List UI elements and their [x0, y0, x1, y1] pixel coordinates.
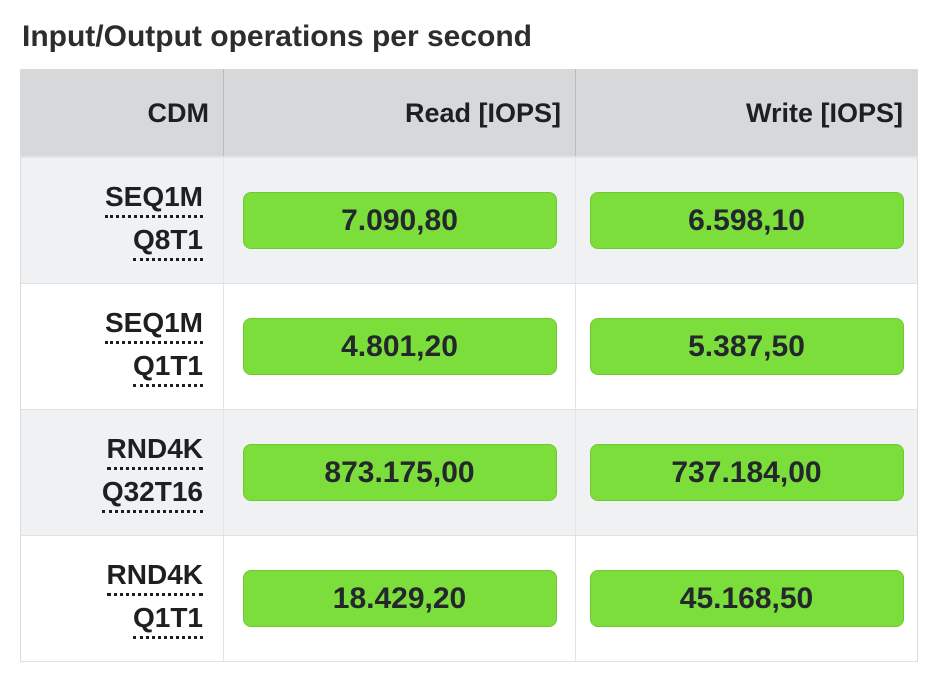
read-value: 18.429,20	[332, 581, 467, 615]
test-label-cell: SEQ1M Q8T1	[20, 157, 224, 284]
write-value: 737.184,00	[671, 455, 822, 489]
read-value-cell: 873.175,00	[223, 409, 576, 536]
write-value: 45.168,50	[679, 581, 814, 615]
test-name-part[interactable]: RND4K	[106, 433, 203, 470]
read-value-cell: 4.801,20	[223, 283, 576, 410]
read-value-box: 7.090,80	[242, 192, 557, 249]
table-row-rnd4k-q32t16: RND4K Q32T16 873.175,00 737.184,00	[20, 409, 918, 536]
read-value-cell: 18.429,20	[223, 535, 576, 662]
page: Input/Output operations per second CDM R…	[0, 18, 934, 700]
write-value-box: 6.598,10	[589, 192, 904, 249]
test-name-part[interactable]: SEQ1M	[104, 307, 203, 344]
test-name-part[interactable]: Q32T16	[101, 476, 203, 513]
read-value: 7.090,80	[341, 203, 458, 237]
read-value: 4.801,20	[341, 329, 458, 363]
header-cell-read: Read [IOPS]	[223, 69, 576, 158]
write-value-cell: 6.598,10	[575, 157, 918, 284]
test-label-cell: RND4K Q32T16	[20, 409, 224, 536]
read-value-box: 4.801,20	[242, 318, 557, 375]
test-name-part[interactable]: RND4K	[106, 559, 203, 596]
read-value: 873.175,00	[324, 455, 475, 489]
read-value-box: 18.429,20	[242, 570, 557, 627]
table-row-seq1m-q1t1: SEQ1M Q1T1 4.801,20 5.387,50	[20, 283, 918, 410]
table-row-rnd4k-q1t1: RND4K Q1T1 18.429,20 45.168,50	[20, 535, 918, 662]
write-value: 6.598,10	[688, 203, 805, 237]
header-cell-cdm: CDM	[20, 69, 224, 158]
write-value-box: 737.184,00	[589, 444, 904, 501]
write-value-box: 5.387,50	[589, 318, 904, 375]
table-row-seq1m-q8t1: SEQ1M Q8T1 7.090,80 6.598,10	[20, 157, 918, 284]
write-value: 5.387,50	[688, 329, 805, 363]
test-name-part[interactable]: Q1T1	[132, 350, 203, 387]
test-label-cell: RND4K Q1T1	[20, 535, 224, 662]
header-row: CDM Read [IOPS] Write [IOPS]	[20, 69, 918, 158]
read-value-box: 873.175,00	[242, 444, 557, 501]
test-name-part[interactable]: Q8T1	[132, 224, 203, 261]
write-value-cell: 5.387,50	[575, 283, 918, 410]
write-value-box: 45.168,50	[589, 570, 904, 627]
test-name-part[interactable]: SEQ1M	[104, 181, 203, 218]
write-value-cell: 45.168,50	[575, 535, 918, 662]
test-label-cell: SEQ1M Q1T1	[20, 283, 224, 410]
header-cell-write: Write [IOPS]	[575, 69, 918, 158]
write-value-cell: 737.184,00	[575, 409, 918, 536]
page-title: Input/Output operations per second	[22, 20, 532, 53]
read-value-cell: 7.090,80	[223, 157, 576, 284]
iops-results-table: CDM Read [IOPS] Write [IOPS] SEQ1M Q8T1 …	[20, 69, 918, 662]
test-name-part[interactable]: Q1T1	[132, 602, 203, 639]
